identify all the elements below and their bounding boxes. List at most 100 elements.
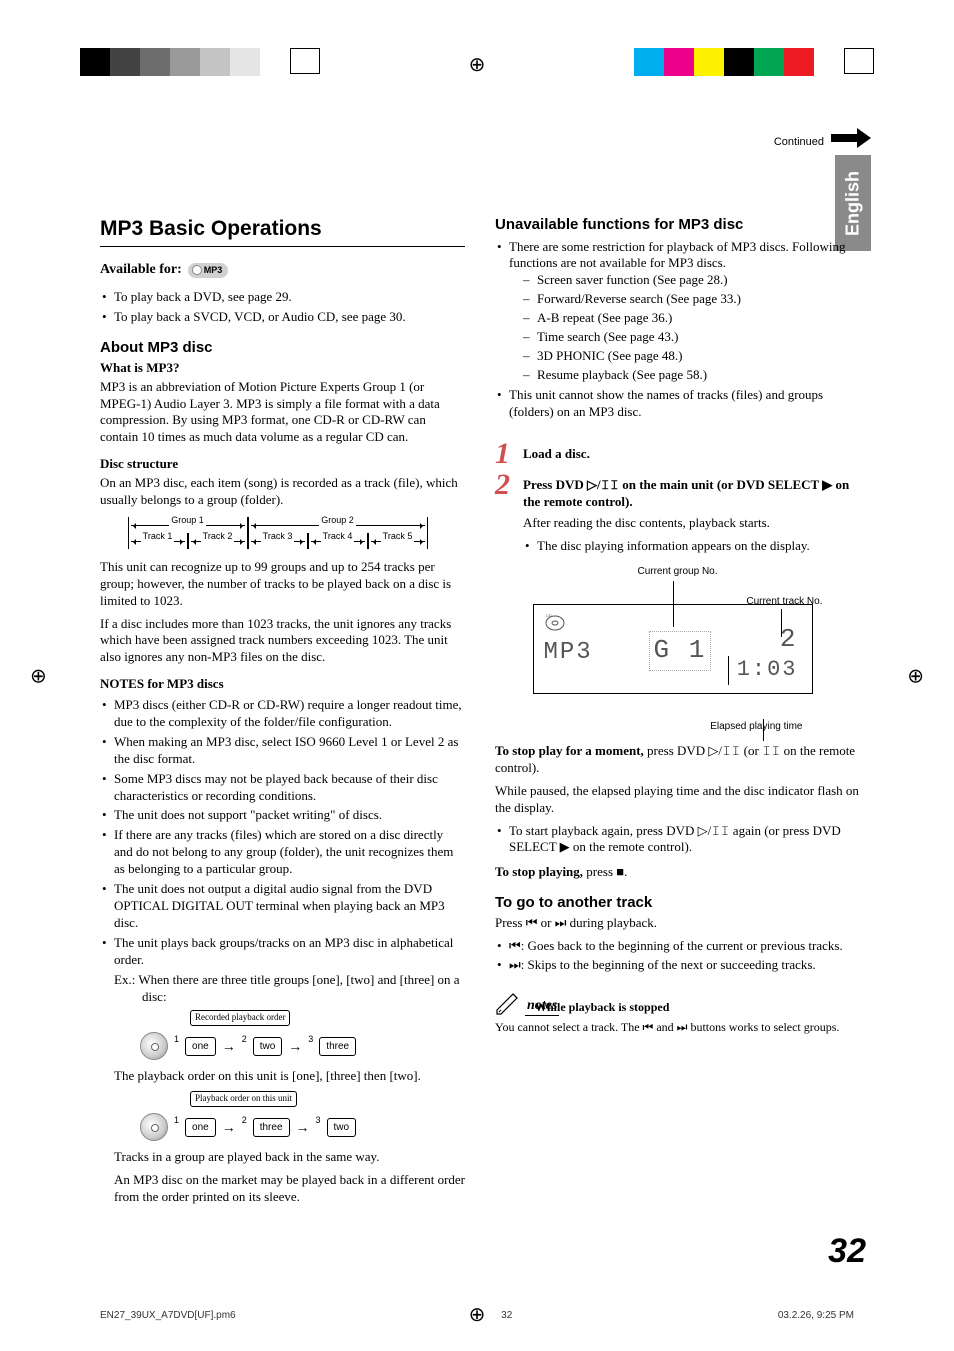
notes-bullet: If there are any tracks (files) which ar… <box>100 827 465 878</box>
unavail-item: Time search (See page 43.) <box>523 329 860 346</box>
step-2: 2 Press DVD ▷/𝙸𝙸 on the main unit (or DV… <box>495 471 860 511</box>
reg-square <box>634 48 664 76</box>
order-box: one <box>185 1037 216 1056</box>
order-number: 3 <box>308 1034 313 1046</box>
goto-heading: To go to another track <box>495 893 860 913</box>
right-column: Unavailable functions for MP3 disc There… <box>495 215 860 1212</box>
notes-bullet: The unit does not output a digital audio… <box>100 881 465 932</box>
order-number: 2 <box>242 1034 247 1046</box>
notes-bullet: Some MP3 discs may not be played back be… <box>100 771 465 805</box>
leader-line <box>763 719 764 741</box>
reg-square <box>80 48 110 76</box>
side-crosshair-right: ⊕ <box>907 663 924 688</box>
reg-square <box>260 48 290 76</box>
reg-square <box>110 48 140 76</box>
recorded-order-label: Recorded playback order <box>190 1010 290 1026</box>
notes-title: While playback is stopped <box>535 1000 860 1016</box>
unavail-item: A-B repeat (See page 36.) <box>523 310 860 327</box>
section-title-mp3: MP3 Basic Operations <box>100 215 465 247</box>
side-crosshair-left: ⊕ <box>30 663 47 688</box>
stop-moment: To stop play for a moment, press DVD ▷/𝙸… <box>495 743 860 777</box>
center-crosshair-bottom: ⊕ <box>469 1302 486 1327</box>
arrow-icon: → <box>288 1037 302 1055</box>
track-cell: Track 3 <box>248 533 308 549</box>
disc-icon <box>140 1032 168 1060</box>
step-2-lead: Press DVD ▷/𝙸𝙸 on the main unit (or DVD … <box>523 477 849 509</box>
notes-body: You cannot select a track. The ⏮ and ⏭ b… <box>495 1020 860 1036</box>
order-box: two <box>253 1037 283 1056</box>
label-elapsed-time: Elapsed playing time <box>533 720 823 733</box>
about-mp3-heading: About MP3 disc <box>100 338 465 358</box>
intro-bullet: To play back a DVD, see page 29. <box>100 289 465 306</box>
unit-order-diagram: 1one→2three→3two <box>140 1113 465 1141</box>
unavail-item: 3D PHONIC (See page 48.) <box>523 348 860 365</box>
disc-structure-heading: Disc structure <box>100 456 465 473</box>
footer-center: 32 <box>501 1310 512 1321</box>
track-cell: Track 1 <box>128 533 188 549</box>
mp3-badge-text: MP3 <box>204 265 223 277</box>
what-is-mp3-heading: What is MP3? <box>100 360 465 377</box>
unavail-intro: There are some restriction for playback … <box>495 239 860 384</box>
order-box: three <box>319 1037 356 1056</box>
step-1-text: Load a disc. <box>523 446 590 461</box>
continued-label: Continued <box>774 136 824 148</box>
unavailable-dash-list: Screen saver function (See page 28.)Forw… <box>509 272 860 383</box>
reg-square <box>754 48 784 76</box>
step-2-sub2: The disc playing information appears on … <box>523 538 860 555</box>
order-number: 3 <box>316 1115 321 1127</box>
order-number: 2 <box>242 1115 247 1127</box>
stop-playing: To stop playing, press ■. <box>495 864 860 881</box>
disc-icon <box>140 1113 168 1141</box>
reg-square <box>724 48 754 76</box>
market-line: An MP3 disc on the market may be played … <box>114 1172 465 1206</box>
footer-right: 03.2.26, 9:25 PM <box>778 1310 854 1321</box>
step-number-2: 2 <box>495 471 517 511</box>
intro-bullets: To play back a DVD, see page 29. To play… <box>100 289 465 326</box>
cd-icon: CD <box>544 613 566 633</box>
notes-mp3-heading: NOTES for MP3 discs <box>100 676 465 693</box>
playback-order-line: The playback order on this unit is [one]… <box>114 1068 465 1085</box>
disc-structure-body: On an MP3 disc, each item (song) is reco… <box>100 475 465 509</box>
what-is-mp3-body: MP3 is an abbreviation of Motion Picture… <box>100 379 465 447</box>
page-content: MP3 Basic Operations Available for: MP3 … <box>100 215 860 1212</box>
mp3-badge: MP3 <box>188 263 229 279</box>
reg-square <box>844 48 874 74</box>
display-diagram: Current group No. Current track No. CD M… <box>533 565 823 733</box>
continued-arrow-icon <box>831 128 871 148</box>
pencil-icon <box>495 990 521 1016</box>
disc-icon <box>192 265 202 275</box>
available-for-row: Available for: MP3 <box>100 261 465 279</box>
recognize-body: This unit can recognize up to 99 groups … <box>100 559 465 610</box>
lcd-time-text: 1:03 <box>728 656 798 685</box>
step-number-1: 1 <box>495 440 517 467</box>
registration-marks: ⊕ <box>0 48 954 82</box>
intro-bullet: To play back a SVCD, VCD, or Audio CD, s… <box>100 309 465 326</box>
notes-bullets: MP3 discs (either CD-R or CD-RW) require… <box>100 697 465 968</box>
arrow-icon: → <box>222 1118 236 1136</box>
notes-bullet: MP3 discs (either CD-R or CD-RW) require… <box>100 697 465 731</box>
lcd-panel: CD MP3 G 1 2 1:03 <box>533 604 813 694</box>
goto-fwd: ⏭: Skips to the beginning of the next or… <box>495 957 860 974</box>
reg-square <box>230 48 260 76</box>
order-box: two <box>327 1118 357 1137</box>
start-again-bullets: To start playback again, press DVD ▷/𝙸𝙸 … <box>495 823 860 857</box>
reg-square <box>694 48 724 76</box>
step-1: 1 Load a disc. <box>495 440 860 467</box>
unavailable-heading: Unavailable functions for MP3 disc <box>495 215 860 235</box>
step-2-sub1: After reading the disc contents, playbac… <box>523 515 860 532</box>
goto-press: Press ⏮ or ⏭ during playback. <box>495 915 860 932</box>
reg-square <box>170 48 200 76</box>
lcd-group-text: G 1 <box>649 631 712 671</box>
unavailable-bullets: There are some restriction for playback … <box>495 239 860 421</box>
group-track-diagram: Group 1Group 2 Track 1Track 2Track 3Trac… <box>128 517 438 549</box>
tracks-same-way: Tracks in a group are played back in the… <box>114 1149 465 1166</box>
lcd-track-text: 2 <box>780 623 798 657</box>
step-2-sub-bullets: The disc playing information appears on … <box>523 538 860 555</box>
unavail-item: Screen saver function (See page 28.) <box>523 272 860 289</box>
goto-back: ⏮: Goes back to the beginning of the cur… <box>495 938 860 955</box>
start-again: To start playback again, press DVD ▷/𝙸𝙸 … <box>495 823 860 857</box>
exceed-body: If a disc includes more than 1023 tracks… <box>100 616 465 667</box>
track-cell: Track 4 <box>308 533 368 549</box>
arrow-icon: → <box>222 1037 236 1055</box>
lcd-mp3-text: MP3 <box>544 637 593 668</box>
